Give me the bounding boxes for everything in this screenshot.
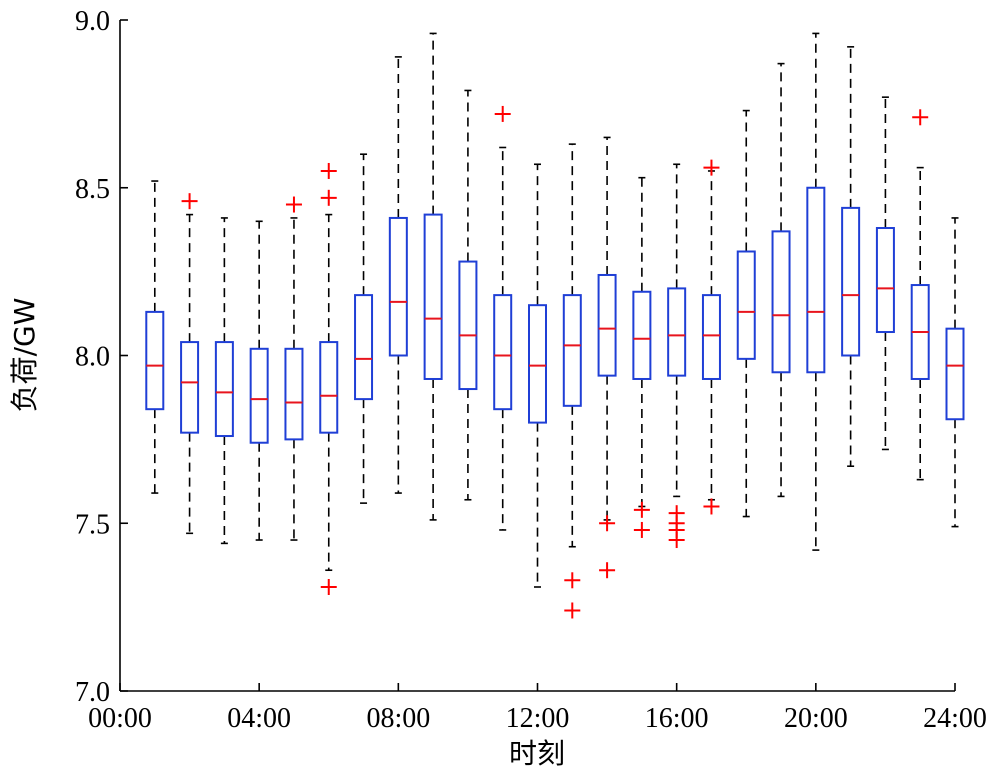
box [493, 294, 513, 411]
x-tick-label: 04:00 [227, 703, 291, 734]
x-tick-label: 16:00 [645, 703, 709, 734]
box [562, 294, 582, 407]
outlier-marker [320, 162, 337, 179]
box [388, 216, 408, 357]
box [458, 260, 478, 391]
x-tick-label: 12:00 [506, 703, 570, 734]
box [945, 327, 965, 421]
box-group [319, 162, 339, 595]
box-group [910, 109, 930, 481]
box [597, 273, 617, 377]
box [284, 347, 304, 441]
outlier-marker [564, 602, 581, 619]
box-group [841, 46, 861, 468]
box-group [597, 136, 617, 579]
box [875, 227, 895, 334]
outlier-marker [703, 498, 720, 515]
box [214, 341, 234, 438]
box-group [423, 32, 443, 521]
box-group [493, 105, 513, 531]
box [701, 294, 721, 380]
y-tick-label: 7.5 [75, 509, 110, 540]
outlier-marker [494, 105, 511, 122]
box [841, 206, 861, 357]
y-tick-label: 8.5 [75, 174, 110, 205]
outlier-marker [564, 572, 581, 589]
box-group [388, 56, 408, 494]
box-group [875, 96, 895, 451]
box [771, 230, 791, 374]
box-group [771, 62, 791, 498]
outlier-marker [703, 159, 720, 176]
box-group [354, 153, 374, 504]
box-group [701, 159, 721, 515]
ticks: 7.0 7.5 8.0 8.5 9.0 00:00 04:00 08:00 12:00 16:00… [75, 6, 987, 734]
box-group [180, 193, 200, 535]
x-tick-label: 08:00 [366, 703, 430, 734]
x-tick-label: 24:00 [923, 703, 987, 734]
outlier-marker [320, 578, 337, 595]
box-group [249, 220, 269, 541]
outlier-marker [912, 109, 929, 126]
box-group [214, 217, 234, 545]
outlier-marker [633, 521, 650, 538]
box [319, 341, 339, 434]
box-group [632, 176, 652, 538]
outlier-marker [181, 193, 198, 210]
box-group [562, 143, 582, 619]
x-tick-label: 20:00 [784, 703, 848, 734]
y-tick-label: 8.0 [75, 342, 110, 373]
y-tick-label: 9.0 [75, 6, 110, 37]
outlier-marker [599, 515, 616, 532]
box-group [528, 163, 547, 588]
plot-area [145, 32, 965, 619]
box [423, 213, 443, 380]
box [249, 347, 269, 444]
box-group [736, 109, 756, 518]
box-group [667, 163, 687, 549]
box [528, 304, 547, 424]
box [145, 310, 165, 411]
box-group [945, 217, 965, 528]
outlier-marker [599, 562, 616, 579]
box [667, 287, 687, 377]
box [354, 294, 374, 401]
outlier-marker [633, 501, 650, 518]
x-axis-label: 时刻 [509, 737, 565, 770]
box-group [806, 32, 826, 551]
box-group [284, 196, 304, 541]
box [632, 290, 652, 380]
y-axis-label: 负荷/GW [8, 298, 41, 413]
outlier-marker [668, 505, 685, 522]
box [180, 341, 200, 434]
box-group [145, 180, 165, 494]
axes [119, 20, 955, 692]
x-tick-label: 00:00 [88, 703, 152, 734]
outlier-marker [320, 189, 337, 206]
box [806, 186, 826, 374]
box [736, 250, 756, 360]
y-tick-label: 7.0 [75, 677, 110, 708]
box-group [458, 89, 478, 501]
outlier-marker [285, 196, 302, 213]
